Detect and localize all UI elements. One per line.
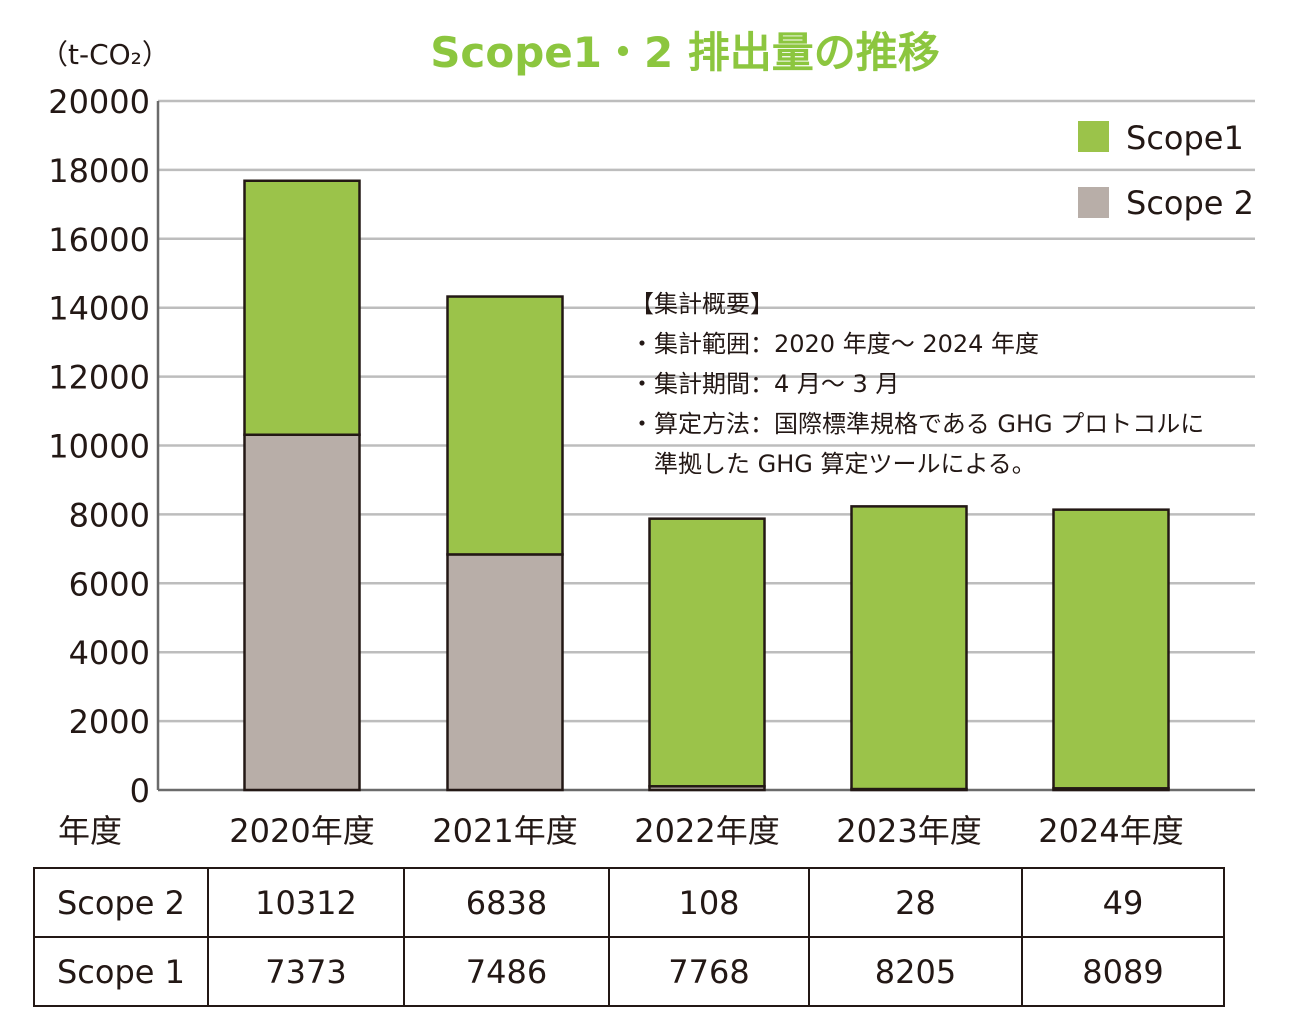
table-cell: 108 <box>608 867 810 938</box>
table-cell: 7486 <box>403 936 610 1007</box>
table-cell: 7373 <box>207 936 405 1007</box>
x-axis-label: 年度 <box>58 812 122 850</box>
table-row: Scope 2 10312 6838 108 28 49 <box>33 867 1225 938</box>
table-cell: 8089 <box>1021 936 1225 1007</box>
note-line: ・算定方法：国際標準規格である GHG プロトコルに <box>630 410 1204 438</box>
table-cell: 10312 <box>207 867 405 938</box>
legend: Scope1 Scope 2 <box>1078 119 1254 222</box>
y-tick-label: 14000 <box>48 290 150 328</box>
y-tick-label: 8000 <box>69 496 150 534</box>
y-tick-label: 18000 <box>48 152 150 190</box>
x-tick-label: 2024年度 <box>1038 812 1183 850</box>
y-axis-ticks: 2000018000160001400012000100008000600040… <box>48 83 150 810</box>
y-tick-label: 6000 <box>69 565 150 603</box>
data-table: Scope 2 10312 6838 108 28 49 Scope 1 737… <box>33 867 1225 1007</box>
legend-label-scope1: Scope1 <box>1126 119 1244 157</box>
bar-scope1 <box>243 179 361 437</box>
bar-scope1 <box>648 517 766 788</box>
bars <box>243 179 1170 792</box>
table-cell: 6838 <box>403 867 610 938</box>
x-axis-labels: 2020年度 2021年度 2022年度 2023年度 2024年度 <box>229 812 1183 850</box>
note-line: ・集計期間：4 月～ 3 月 <box>630 370 899 398</box>
bar-scope1 <box>446 295 564 556</box>
row-label: Scope 1 <box>33 936 209 1007</box>
legend-swatch-scope2 <box>1078 187 1109 218</box>
y-tick-label: 0 <box>130 772 150 810</box>
table-cell: 8205 <box>808 936 1023 1007</box>
y-tick-label: 10000 <box>48 428 150 466</box>
legend-swatch-scope1 <box>1078 121 1109 152</box>
chart-title: Scope1・2 排出量の推移 <box>430 28 940 77</box>
x-tick-label: 2023年度 <box>836 812 981 850</box>
table-row: Scope 1 7373 7486 7768 8205 8089 <box>33 936 1225 1007</box>
y-tick-label: 4000 <box>69 634 150 672</box>
bar-scope1 <box>1052 508 1170 790</box>
bar-scope2 <box>243 433 361 792</box>
x-tick-label: 2022年度 <box>634 812 779 850</box>
bar-scope2 <box>446 553 564 792</box>
table-cell: 7768 <box>608 936 810 1007</box>
y-tick-label: 2000 <box>69 703 150 741</box>
y-tick-label: 16000 <box>48 221 150 259</box>
note-heading: 【集計概要】 <box>630 290 774 318</box>
note-line: ・集計範囲：2020 年度～ 2024 年度 <box>630 330 1039 358</box>
y-tick-label: 12000 <box>48 359 150 397</box>
table-cell: 28 <box>808 867 1023 938</box>
legend-label-scope2: Scope 2 <box>1126 184 1254 222</box>
table-cell: 49 <box>1021 867 1225 938</box>
chart: Scope1・2 排出量の推移 （t-CO₂） 2000018000160001… <box>40 28 1255 850</box>
x-tick-label: 2020年度 <box>229 812 374 850</box>
x-tick-label: 2021年度 <box>432 812 577 850</box>
bar-scope1 <box>850 505 968 791</box>
row-label: Scope 2 <box>33 867 209 938</box>
note-line: 準拠した GHG 算定ツールによる。 <box>630 450 1036 478</box>
y-axis-unit: （t-CO₂） <box>40 38 170 71</box>
y-tick-label: 20000 <box>48 83 150 121</box>
summary-note: 【集計概要】 ・集計範囲：2020 年度～ 2024 年度 ・集計期間：4 月～… <box>630 290 1204 478</box>
